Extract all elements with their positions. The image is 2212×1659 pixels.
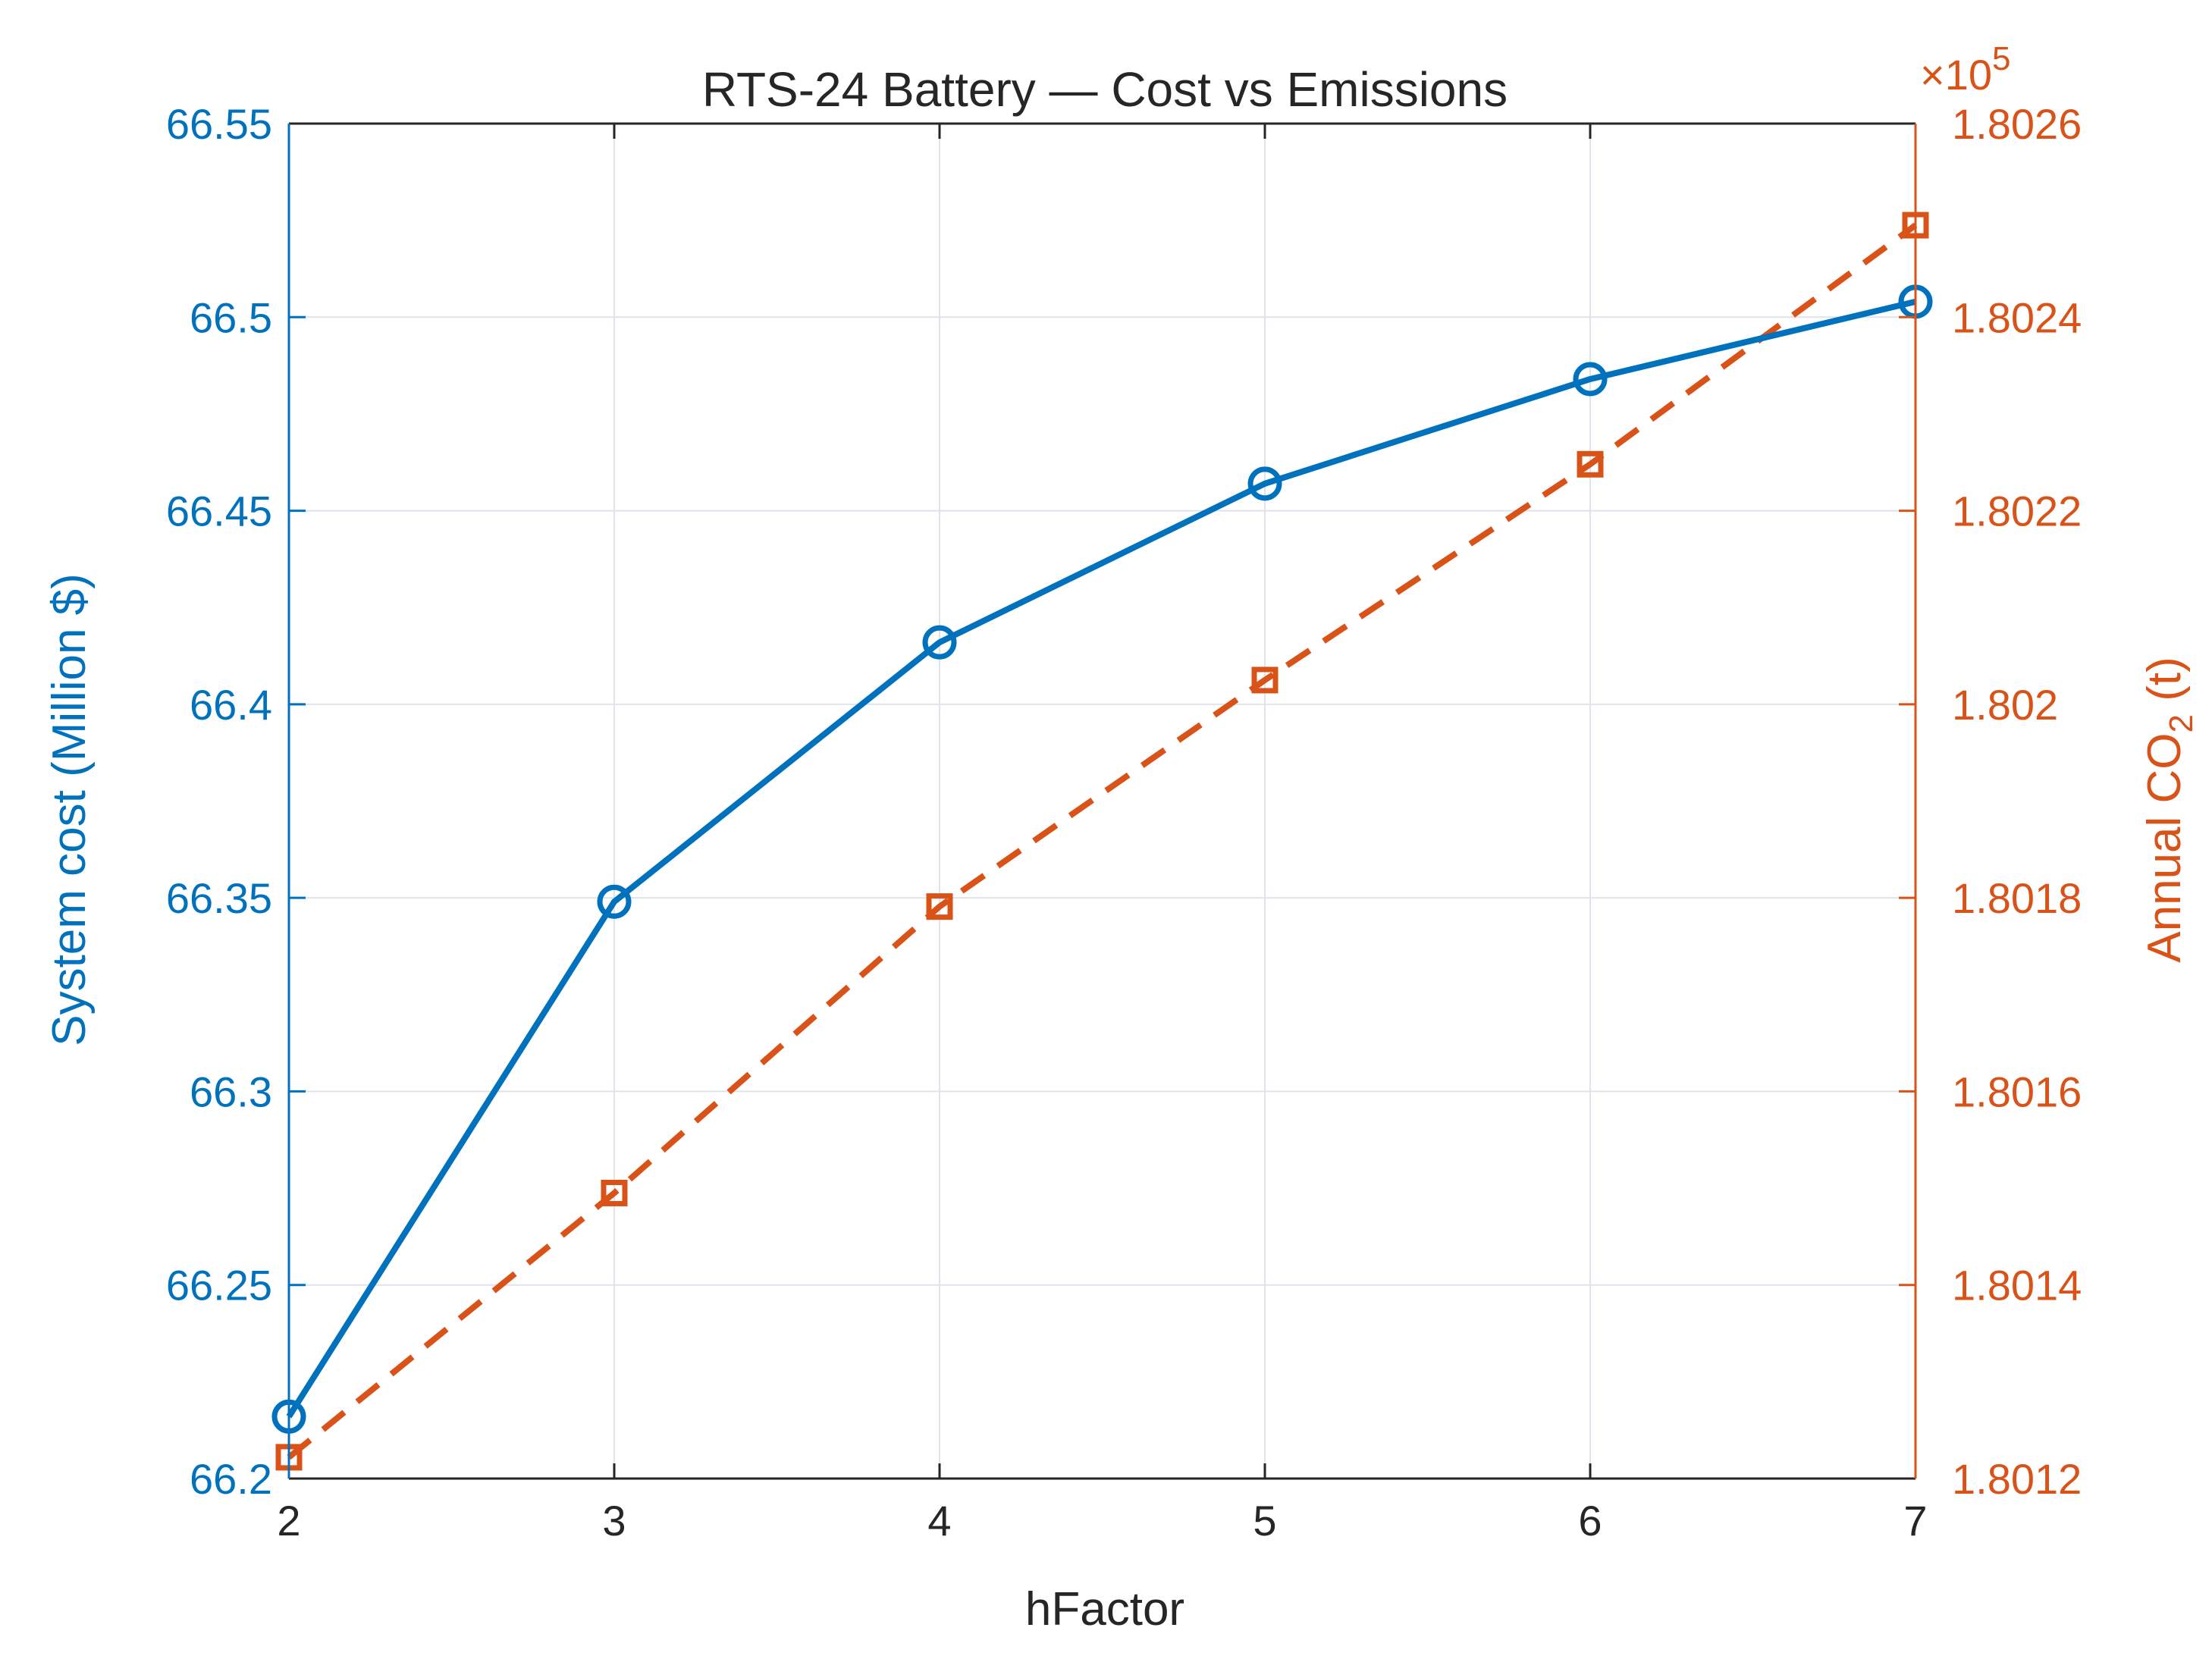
co2-point: [926, 893, 953, 920]
y-left-tick-label: 66.2: [190, 1455, 272, 1503]
y-left-tick-label: 66.45: [166, 488, 272, 535]
y-right-tick-label: 1.802: [1952, 681, 2058, 729]
cost-point: [922, 625, 957, 660]
chart-title: RTS-24 Battery — Cost vs Emissions: [702, 62, 1508, 117]
y-right-tick-label: 1.8022: [1952, 488, 2082, 535]
y-axis-label-right: Annual CO2 (t): [2138, 657, 2200, 963]
right-axis-multiplier-base: ×10: [1920, 51, 1992, 99]
cost-point: [597, 884, 632, 919]
cost-point: [1573, 362, 1608, 397]
x-tick-label: 4: [927, 1497, 951, 1545]
y-axis-label-right-prefix: Annual CO: [2138, 732, 2191, 962]
co2-point: [1577, 450, 1604, 478]
x-tick-label: 5: [1253, 1497, 1276, 1545]
axes: [287, 122, 1917, 1480]
y-right-tick-label: 1.8016: [1952, 1068, 2082, 1115]
y-axis-label-right-subscript: 2: [2163, 714, 2200, 732]
y-left-tick-label: 66.5: [190, 293, 272, 341]
right-axis-multiplier-exponent: 5: [1992, 40, 2010, 77]
cost-series-line: [286, 298, 1916, 1419]
y-axis-label-right-suffix: (t): [2138, 657, 2191, 714]
cost-point: [1247, 466, 1282, 501]
tick-labels: 2 3 4 5 6 7 66.2 66.25 66.3 66.35 66.4 66.45 66.5 66.…: [166, 100, 2082, 1545]
x-tick-label: 7: [1903, 1497, 1927, 1545]
x-tick-label: 6: [1578, 1497, 1602, 1545]
y-right-tick-label: 1.8014: [1952, 1262, 2082, 1309]
y-right-tick-label: 1.8012: [1952, 1455, 2082, 1503]
co2-point: [1251, 666, 1279, 694]
y-left-tick-label: 66.25: [166, 1262, 272, 1309]
y-left-tick-label: 66.4: [190, 681, 272, 729]
y-right-tick-label: 1.8026: [1952, 100, 2082, 148]
x-tick-label: 2: [277, 1497, 300, 1545]
right-axis-multiplier: ×105: [1920, 40, 2010, 99]
y-left-tick-label: 66.3: [190, 1068, 272, 1115]
y-axis-label-left: System cost (Million $): [43, 573, 96, 1046]
y-right-tick-label: 1.8018: [1952, 874, 2082, 922]
y-right-tick-label: 1.8024: [1952, 293, 2082, 341]
co2-point: [601, 1179, 628, 1206]
x-axis-label: hFactor: [1025, 1583, 1184, 1635]
y-left-tick-label: 66.55: [166, 100, 272, 148]
x-tick-label: 3: [602, 1497, 626, 1545]
y-left-tick-label: 66.35: [166, 874, 272, 922]
